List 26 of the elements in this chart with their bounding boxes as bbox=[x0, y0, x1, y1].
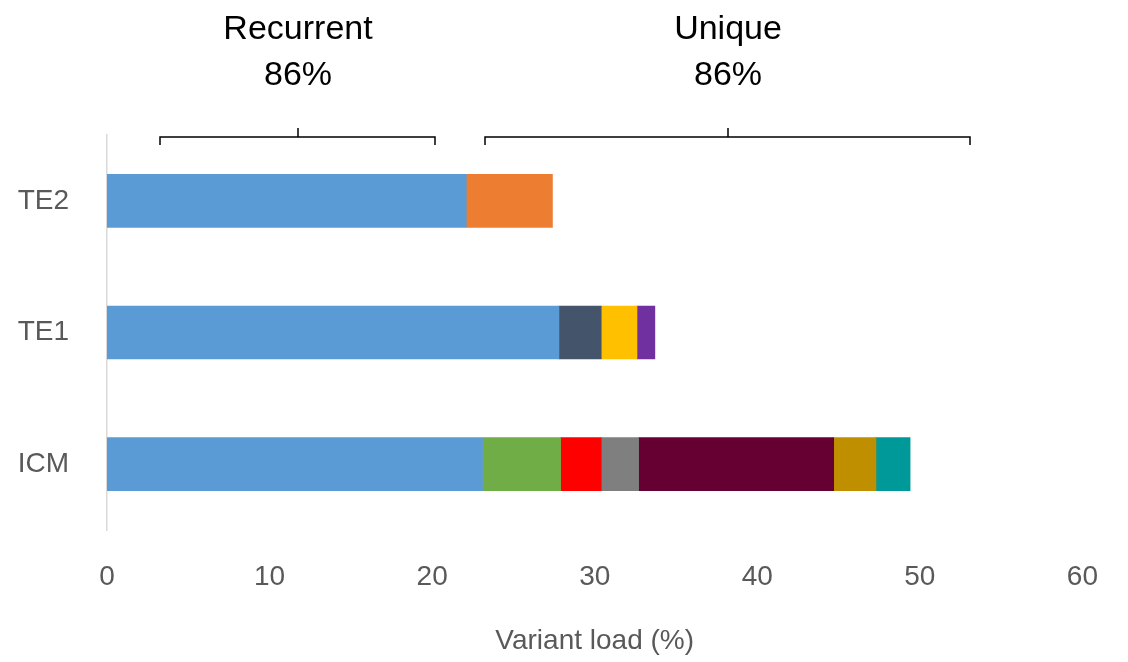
bar bbox=[875, 437, 911, 491]
bar bbox=[833, 437, 877, 491]
x-tick-label: 0 bbox=[99, 559, 115, 591]
x-tick-label: 20 bbox=[416, 559, 448, 591]
bar bbox=[638, 437, 835, 491]
y-tick-label: TE1 bbox=[17, 315, 69, 347]
bar bbox=[560, 437, 602, 491]
x-tick-label: 30 bbox=[579, 559, 611, 591]
bar bbox=[558, 305, 602, 360]
x-tick-label: 50 bbox=[904, 559, 936, 591]
bar bbox=[465, 174, 553, 228]
y-tick-label: ICM bbox=[17, 446, 69, 478]
text: Unique 86% bbox=[673, 7, 783, 94]
bar bbox=[600, 305, 638, 360]
x-axis-title: Variant load (%) bbox=[495, 623, 695, 655]
bar bbox=[482, 437, 561, 491]
bar bbox=[636, 305, 656, 360]
x-tick-label: 40 bbox=[741, 559, 773, 591]
x-tick-label: 60 bbox=[1066, 559, 1099, 591]
bar bbox=[107, 305, 560, 360]
x-tick-label: 10 bbox=[253, 559, 286, 591]
text: Recurrent 86% bbox=[222, 7, 374, 94]
y-tick-label: TE2 bbox=[17, 183, 69, 215]
bar bbox=[107, 437, 483, 491]
bar bbox=[107, 174, 467, 228]
bar bbox=[600, 437, 639, 491]
